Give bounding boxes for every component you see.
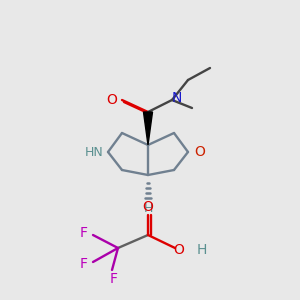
Text: H: H	[143, 202, 153, 214]
Text: F: F	[110, 272, 118, 286]
Text: O: O	[142, 200, 153, 214]
Text: H: H	[197, 243, 207, 257]
Text: O: O	[195, 145, 206, 159]
Text: O: O	[174, 243, 184, 257]
Text: HN: HN	[85, 146, 104, 158]
Polygon shape	[143, 112, 152, 145]
Text: F: F	[80, 226, 88, 240]
Text: F: F	[80, 257, 88, 271]
Text: O: O	[106, 93, 117, 107]
Text: N: N	[172, 91, 182, 105]
